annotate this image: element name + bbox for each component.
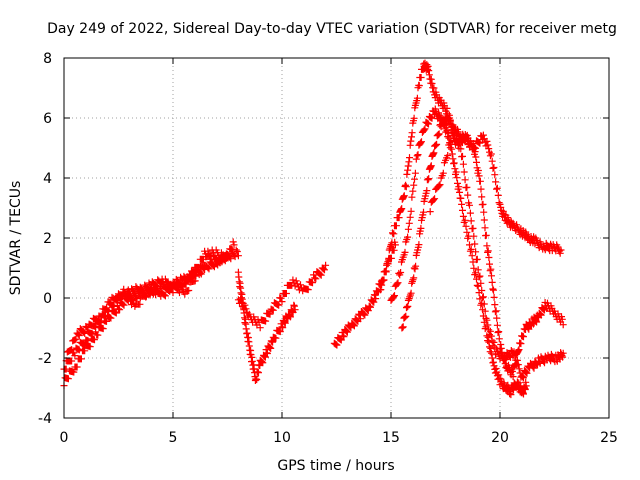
y-tick-label: -4	[38, 411, 52, 427]
x-tick-label: 10	[273, 430, 291, 446]
y-tick-labels: -4 -2 0 2 4 6 8	[38, 51, 52, 427]
x-tick-label: 20	[491, 430, 509, 446]
series-trace-3	[62, 238, 238, 365]
series-trace-7	[376, 59, 565, 294]
y-tick-label: 8	[43, 51, 52, 67]
x-tick-label: 0	[60, 430, 69, 446]
data-marks	[60, 59, 567, 399]
series-trace-9	[398, 113, 567, 381]
y-axis-label: SDTVAR / TECUs	[8, 181, 24, 296]
y-tick-label: 2	[43, 231, 52, 247]
grid-lines	[64, 58, 609, 418]
y-tick-label: 6	[43, 111, 52, 127]
y-tick-label: -2	[38, 351, 52, 367]
x-tick-label: 25	[600, 430, 618, 446]
x-tick-label: 5	[169, 430, 178, 446]
x-tick-labels: 0 5 10 15 20 25	[60, 430, 618, 446]
series-trace-10	[426, 128, 567, 382]
x-tick-label: 15	[382, 430, 400, 446]
x-axis-label: GPS time / hours	[277, 458, 394, 474]
axis-ticks	[63, 57, 610, 419]
series-trace-1	[60, 246, 242, 390]
series-trace-6	[330, 238, 399, 349]
chart-title: Day 249 of 2022, Sidereal Day-to-day VTE…	[47, 21, 617, 37]
y-tick-label: 0	[43, 291, 52, 307]
y-tick-label: 4	[43, 171, 52, 187]
series-trace-5	[234, 261, 330, 332]
